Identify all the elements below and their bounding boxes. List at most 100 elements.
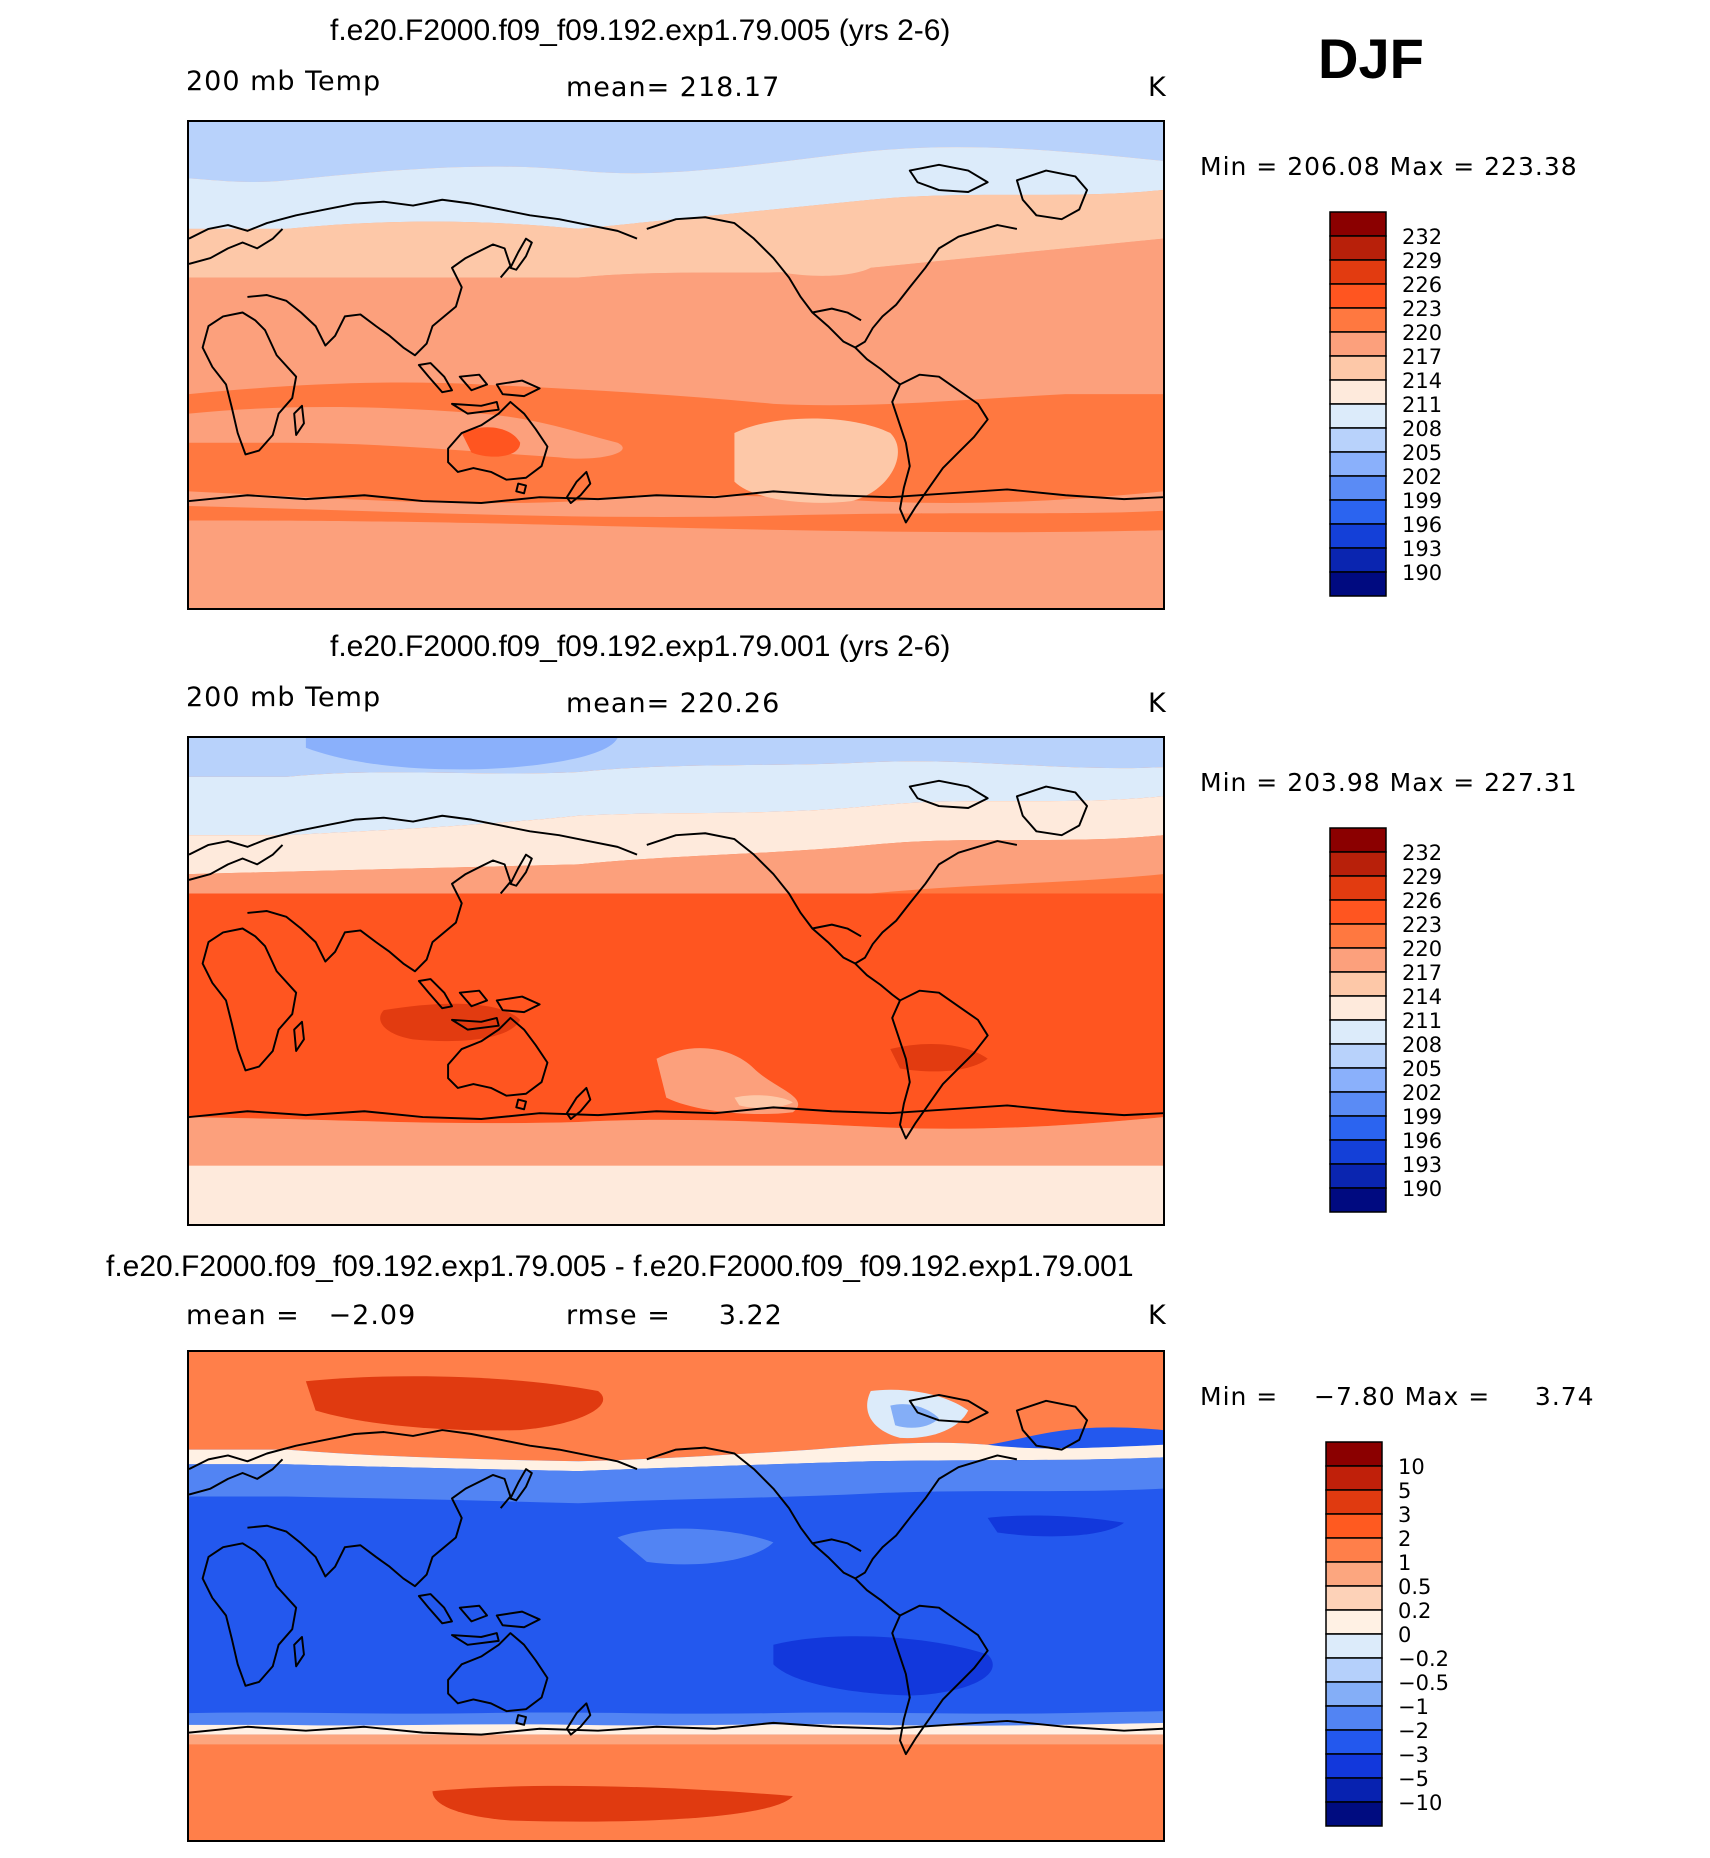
colorbar-box xyxy=(1329,851,1387,877)
panel-2-map-svg xyxy=(189,738,1163,1224)
colorbar-box xyxy=(1325,1609,1383,1635)
panel-1-map-svg xyxy=(189,122,1163,608)
colorbar-tick-label: −0.2 xyxy=(1398,1647,1449,1671)
colorbar-tick-label: 199 xyxy=(1402,489,1442,513)
colorbar-box xyxy=(1329,523,1387,549)
panel-2-units: K xyxy=(1148,688,1167,719)
panel-1-colorbar: 232 229 226 223 220 217 214 211 208 205 202 199 196 1… xyxy=(1329,211,1510,607)
colorbar-tick-label: 220 xyxy=(1402,937,1442,961)
panel-3-colorbar: 10 5 3 2 1 0.5 0.2 0 −0.2 −0.5 −1 −2 −3 −5 −10 xyxy=(1325,1441,1506,1837)
colorbar-box xyxy=(1329,235,1387,261)
colorbar-tick-label: 196 xyxy=(1402,513,1442,537)
colorbar-box xyxy=(1325,1513,1383,1539)
colorbar-tick-label: 5 xyxy=(1398,1479,1411,1503)
panel-3-title: f.e20.F2000.f09_f09.192.exp1.79.005 - f.… xyxy=(106,1250,1134,1283)
colorbar-box xyxy=(1325,1801,1383,1827)
colorbar-tick-label: 211 xyxy=(1402,393,1442,417)
colorbar-tick-label: 223 xyxy=(1402,913,1442,937)
colorbar-box xyxy=(1329,947,1387,973)
colorbar-box xyxy=(1329,499,1387,525)
panel-3-min-max: Min = −7.80 Max = 3.74 xyxy=(1200,1382,1595,1411)
colorbar-tick-label: 0.5 xyxy=(1398,1575,1431,1599)
colorbar-tick-label: 214 xyxy=(1402,369,1442,393)
panel-2-colorbar-svg: 2322292262232202172142112082052021991961… xyxy=(1329,827,1442,1213)
panel-2-min-max: Min = 203.98 Max = 227.31 xyxy=(1200,768,1578,797)
colorbar-tick-label: 208 xyxy=(1402,417,1442,441)
colorbar-tick-label: 205 xyxy=(1402,441,1442,465)
colorbar-box xyxy=(1329,211,1387,237)
panel-2-map xyxy=(187,736,1165,1226)
colorbar-tick-label: 3 xyxy=(1398,1503,1411,1527)
colorbar-tick-label: 190 xyxy=(1402,561,1442,585)
colorbar-tick-label: −1 xyxy=(1398,1695,1429,1719)
colorbar-box xyxy=(1329,451,1387,477)
colorbar-tick-label: 1 xyxy=(1398,1551,1411,1575)
colorbar-box xyxy=(1329,1163,1387,1189)
panel-1-colorbar-svg: 2322292262232202172142112082052021991961… xyxy=(1329,211,1442,597)
colorbar-box xyxy=(1329,1067,1387,1093)
panel-3-units: K xyxy=(1148,1300,1167,1331)
colorbar-box xyxy=(1325,1465,1383,1491)
colorbar-box xyxy=(1325,1681,1383,1707)
colorbar-tick-label: 223 xyxy=(1402,297,1442,321)
colorbar-tick-label: 232 xyxy=(1402,841,1442,865)
colorbar-tick-label: 0 xyxy=(1398,1623,1411,1647)
colorbar-tick-label: 205 xyxy=(1402,1057,1442,1081)
colorbar-tick-label: −5 xyxy=(1398,1767,1429,1791)
colorbar-box xyxy=(1325,1537,1383,1563)
colorbar-box xyxy=(1329,923,1387,949)
panel-1-map xyxy=(187,120,1165,610)
colorbar-box xyxy=(1329,475,1387,501)
colorbar-box xyxy=(1329,1139,1387,1165)
colorbar-box xyxy=(1329,875,1387,901)
colorbar-tick-label: 193 xyxy=(1402,537,1442,561)
colorbar-box xyxy=(1329,379,1387,405)
colorbar-box xyxy=(1325,1705,1383,1731)
panel-1-mean-label: mean= 218.17 xyxy=(566,72,781,103)
colorbar-tick-label: 2 xyxy=(1398,1527,1411,1551)
colorbar-tick-label: 211 xyxy=(1402,1009,1442,1033)
panel-1-units: K xyxy=(1148,72,1167,103)
colorbar-box xyxy=(1329,355,1387,381)
colorbar-tick-label: 10 xyxy=(1398,1455,1425,1479)
colorbar-box xyxy=(1329,827,1387,853)
colorbar-box xyxy=(1329,283,1387,309)
colorbar-box xyxy=(1325,1633,1383,1659)
colorbar-tick-label: 196 xyxy=(1402,1129,1442,1153)
colorbar-tick-label: 202 xyxy=(1402,465,1442,489)
colorbar-box xyxy=(1325,1489,1383,1515)
colorbar-tick-label: 226 xyxy=(1402,889,1442,913)
colorbar-box xyxy=(1325,1441,1383,1467)
panel-2-mean-label: mean= 220.26 xyxy=(566,688,781,719)
colorbar-box xyxy=(1329,1019,1387,1045)
colorbar-box xyxy=(1329,307,1387,333)
colorbar-box xyxy=(1329,1115,1387,1141)
panel-2-field-label: 200 mb Temp xyxy=(186,682,382,713)
colorbar-box xyxy=(1329,1043,1387,1069)
colorbar-box xyxy=(1325,1561,1383,1587)
colorbar-tick-label: 229 xyxy=(1402,249,1442,273)
colorbar-tick-label: 217 xyxy=(1402,345,1442,369)
panel-1-title: f.e20.F2000.f09_f09.192.exp1.79.005 (yrs… xyxy=(330,14,951,47)
colorbar-tick-label: 217 xyxy=(1402,961,1442,985)
panel-2-colorbar: 232 229 226 223 220 217 214 211 208 205 202 199 196 1… xyxy=(1329,827,1510,1223)
colorbar-tick-label: 232 xyxy=(1402,225,1442,249)
colorbar-box xyxy=(1329,427,1387,453)
panel-3-rmse-label: rmse = 3.22 xyxy=(566,1300,783,1331)
panel-3-map xyxy=(187,1350,1165,1842)
colorbar-box xyxy=(1329,1187,1387,1213)
panel-1-min-max: Min = 206.08 Max = 223.38 xyxy=(1200,152,1578,181)
colorbar-box xyxy=(1329,547,1387,573)
colorbar-box xyxy=(1329,259,1387,285)
colorbar-tick-label: 193 xyxy=(1402,1153,1442,1177)
colorbar-box xyxy=(1325,1657,1383,1683)
colorbar-tick-label: 229 xyxy=(1402,865,1442,889)
colorbar-tick-label: 202 xyxy=(1402,1081,1442,1105)
colorbar-tick-label: 226 xyxy=(1402,273,1442,297)
colorbar-tick-label: 190 xyxy=(1402,1177,1442,1201)
colorbar-box xyxy=(1325,1729,1383,1755)
panel-3-map-svg xyxy=(189,1352,1163,1840)
colorbar-box xyxy=(1329,899,1387,925)
colorbar-tick-label: 199 xyxy=(1402,1105,1442,1129)
